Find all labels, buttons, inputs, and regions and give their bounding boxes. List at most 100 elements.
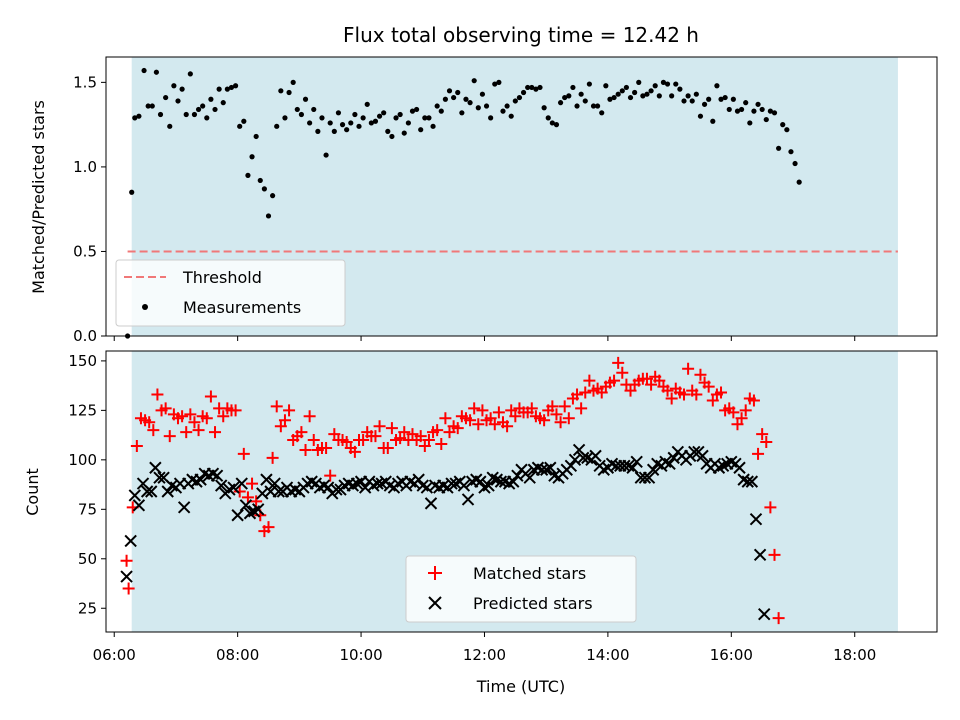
measurement-point <box>455 89 461 96</box>
matched-star-point <box>768 548 781 561</box>
matched-star-point <box>439 412 452 425</box>
measurement-point <box>167 123 173 129</box>
predicted-star-point <box>252 503 265 516</box>
matched-star-point <box>357 434 370 447</box>
predicted-star-point <box>663 457 676 471</box>
measurement-point <box>697 113 704 119</box>
matched-star-point <box>562 412 575 425</box>
predicted-star-point <box>745 475 759 488</box>
measurement-point <box>348 120 354 126</box>
predicted-star-point <box>272 485 285 498</box>
y-tick-label: 150 <box>68 352 97 370</box>
bottom-y-ticks: 25 50 75 100 125 150 <box>68 352 106 617</box>
measurement-point <box>586 81 592 87</box>
matched-star-point <box>645 378 658 391</box>
matched-star-point <box>299 443 312 456</box>
measurement-point <box>278 88 284 94</box>
measurement-point <box>200 103 206 109</box>
matched-star-point <box>348 445 361 458</box>
matched-star-point <box>546 400 559 413</box>
predicted-star-point <box>564 459 578 472</box>
measurement-point <box>557 100 564 106</box>
legend-measurements-marker <box>142 304 148 310</box>
matched-star-point <box>200 412 213 425</box>
measurement-point <box>516 94 523 101</box>
measurement-point <box>286 89 292 96</box>
measurement-point <box>298 111 305 118</box>
matched-star-point <box>571 388 584 401</box>
predicted-star-point <box>153 471 166 484</box>
measurement-point <box>183 111 189 118</box>
measurement-point <box>488 115 494 121</box>
matched-star-point <box>550 408 563 421</box>
matched-star-point <box>451 422 464 435</box>
measurement-point <box>224 86 230 92</box>
predicted-star-point <box>124 534 137 548</box>
measurement-point <box>743 100 749 106</box>
predicted-star-point <box>758 607 771 621</box>
matched-star-point <box>575 402 588 415</box>
top-panel: 0.0 0.5 1.0 1.5 Matched/Predicted stars Thr… <box>29 56 938 345</box>
legend-predicted-marker <box>428 596 442 610</box>
measurement-point <box>504 103 510 109</box>
legend-matched-marker <box>428 566 442 580</box>
measurement-point <box>767 108 773 114</box>
matched-star-point <box>558 400 571 413</box>
matched-star-point <box>130 439 143 452</box>
measurement-point <box>471 78 477 84</box>
matched-star-point <box>147 424 160 437</box>
matched-star-point <box>492 406 505 419</box>
measurement-point <box>422 115 428 121</box>
measurement-point <box>636 79 642 85</box>
predicted-star-point <box>235 477 248 490</box>
bottom-panel: 06:00 08:00 10:00 12:00 14:00 16:00 18:00 25 50… <box>23 350 938 696</box>
measurement-point <box>339 122 346 128</box>
matched-star-point <box>764 501 777 514</box>
measurement-point <box>784 127 790 133</box>
measurement-point <box>195 106 202 113</box>
measurement-point <box>331 128 337 134</box>
bottom-count-points <box>120 356 785 625</box>
measurement-point <box>265 213 272 219</box>
measurement-point <box>381 110 387 116</box>
legend-threshold-label: Threshold <box>182 268 262 287</box>
measurement-point <box>722 94 728 101</box>
matched-star-point <box>122 582 135 595</box>
predicted-star-point <box>753 548 767 562</box>
measurement-point <box>792 160 798 167</box>
matched-star-point <box>501 420 514 433</box>
measurement-point <box>607 96 613 102</box>
measurement-point <box>132 115 138 121</box>
matched-star-point <box>756 428 769 441</box>
measurement-point <box>492 81 498 87</box>
measurement-point <box>483 103 490 109</box>
matched-star-point <box>295 426 308 439</box>
measurement-point <box>479 91 486 97</box>
measurement-point <box>673 81 679 87</box>
y-tick-label: 0.0 <box>73 327 97 345</box>
matched-star-point <box>270 400 283 413</box>
measurement-point <box>344 127 350 133</box>
measurement-point <box>755 101 761 107</box>
predicted-star-point <box>733 461 746 474</box>
matched-star-point <box>435 438 448 451</box>
measurement-point <box>307 120 313 126</box>
matched-star-point <box>554 416 567 429</box>
chart-title: Flux total observing time = 12.42 h <box>343 23 699 47</box>
top-axes-frame <box>105 56 938 337</box>
matched-star-point <box>262 521 275 534</box>
measurement-point <box>632 89 638 96</box>
measurement-point <box>430 123 436 129</box>
measurement-point <box>237 123 243 129</box>
predicted-star-point <box>260 473 273 486</box>
measurement-point <box>529 84 535 91</box>
measurement-point <box>220 100 226 106</box>
predicted-star-point <box>749 512 763 526</box>
measurement-point <box>257 177 263 184</box>
measurement-point <box>446 88 453 94</box>
measurement-point <box>500 108 506 114</box>
measurement-point <box>393 115 399 121</box>
measurement-point <box>389 133 395 140</box>
measurement-point <box>204 115 210 121</box>
measurement-point <box>463 96 469 102</box>
